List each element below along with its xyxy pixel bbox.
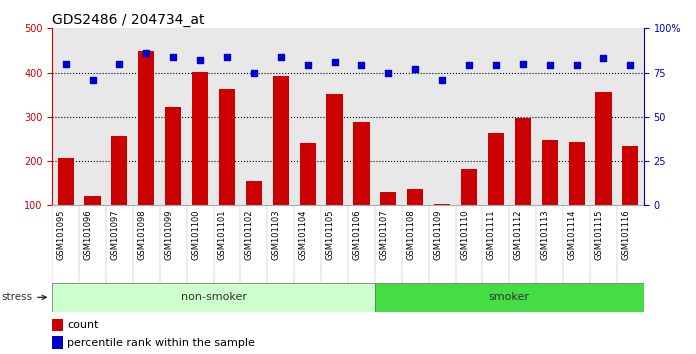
Text: GSM101096: GSM101096 (84, 209, 93, 260)
Bar (541, 140, 557, 250)
Bar (569, 142, 585, 250)
Text: GSM101109: GSM101109 (433, 209, 442, 260)
Bar (375, 283, 644, 312)
Bar (52, 336, 63, 349)
Bar (515, 118, 531, 250)
Point (356, 63, 367, 68)
Bar (595, 92, 612, 250)
Text: GSM101101: GSM101101 (218, 209, 227, 260)
Bar (622, 145, 638, 250)
Point (490, 63, 501, 68)
Point (114, 61, 125, 67)
Point (302, 63, 313, 68)
Bar (192, 72, 208, 250)
Text: GSM101114: GSM101114 (567, 209, 576, 260)
Text: GSM101102: GSM101102 (245, 209, 254, 260)
Point (464, 63, 475, 68)
Text: GSM101095: GSM101095 (56, 209, 65, 260)
Point (625, 63, 636, 68)
Text: GSM101104: GSM101104 (299, 209, 308, 260)
Bar (488, 133, 504, 250)
Text: GDS2486 / 204734_at: GDS2486 / 204734_at (52, 13, 205, 27)
Text: count: count (67, 320, 99, 330)
Text: GSM101107: GSM101107 (379, 209, 388, 260)
Bar (380, 192, 397, 250)
Bar (111, 136, 127, 250)
Point (60, 61, 71, 67)
Bar (246, 181, 262, 250)
Point (275, 54, 286, 59)
Text: GSM101097: GSM101097 (111, 209, 120, 260)
Bar (52, 319, 63, 331)
Text: GSM101110: GSM101110 (460, 209, 469, 260)
Bar (165, 107, 181, 250)
Text: GSM101108: GSM101108 (406, 209, 416, 260)
Point (87, 77, 98, 82)
Point (544, 63, 555, 68)
Text: smoker: smoker (489, 292, 530, 302)
Text: GSM101106: GSM101106 (352, 209, 361, 260)
Point (168, 54, 179, 59)
Text: GSM101113: GSM101113 (541, 209, 550, 260)
Text: GSM101111: GSM101111 (487, 209, 496, 260)
Point (248, 70, 260, 75)
Text: GSM101115: GSM101115 (594, 209, 603, 260)
Text: stress: stress (1, 292, 47, 302)
Bar (326, 94, 342, 250)
Point (383, 70, 394, 75)
Point (517, 61, 528, 67)
Bar (219, 89, 235, 250)
Bar (354, 122, 370, 250)
Bar (461, 170, 477, 250)
Bar (299, 143, 316, 250)
Point (410, 66, 421, 72)
Text: GSM101103: GSM101103 (271, 209, 280, 260)
Text: non-smoker: non-smoker (180, 292, 246, 302)
Point (571, 63, 582, 68)
Text: GSM101112: GSM101112 (514, 209, 523, 260)
Point (329, 59, 340, 65)
Bar (84, 195, 101, 250)
Bar (434, 204, 450, 250)
Point (598, 56, 609, 61)
Bar (58, 158, 74, 250)
Point (221, 54, 232, 59)
Text: GSM101100: GSM101100 (191, 209, 200, 260)
Bar (407, 189, 423, 250)
Bar (273, 76, 289, 250)
Text: percentile rank within the sample: percentile rank within the sample (67, 338, 255, 348)
Bar (139, 51, 155, 250)
Text: GSM101098: GSM101098 (137, 209, 146, 260)
Text: GSM101116: GSM101116 (622, 209, 631, 260)
Text: GSM101105: GSM101105 (326, 209, 335, 260)
Point (141, 50, 152, 56)
Text: GSM101099: GSM101099 (164, 209, 173, 260)
Point (194, 57, 205, 63)
Point (436, 77, 448, 82)
Bar (52, 283, 375, 312)
